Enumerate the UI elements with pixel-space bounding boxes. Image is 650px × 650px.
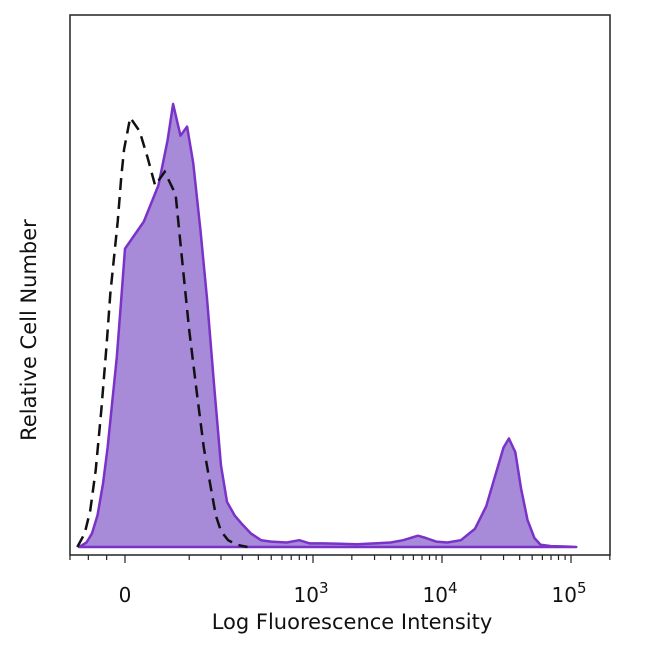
control-histogram (76, 114, 248, 549)
stained-histogram (77, 102, 578, 549)
x-tick-label: 105 (552, 579, 587, 607)
axis-ticks (69, 555, 611, 563)
x-axis-title: Log Fluorescence Intensity (212, 610, 493, 634)
x-tick-labels: 0 103 104 105 (119, 579, 587, 607)
y-axis-title: Relative Cell Number (17, 219, 41, 441)
x-tick-label: 0 (119, 583, 132, 607)
plot-frame (69, 14, 611, 556)
x-tick-label: 104 (423, 579, 458, 607)
x-tick-label: 103 (294, 579, 329, 607)
